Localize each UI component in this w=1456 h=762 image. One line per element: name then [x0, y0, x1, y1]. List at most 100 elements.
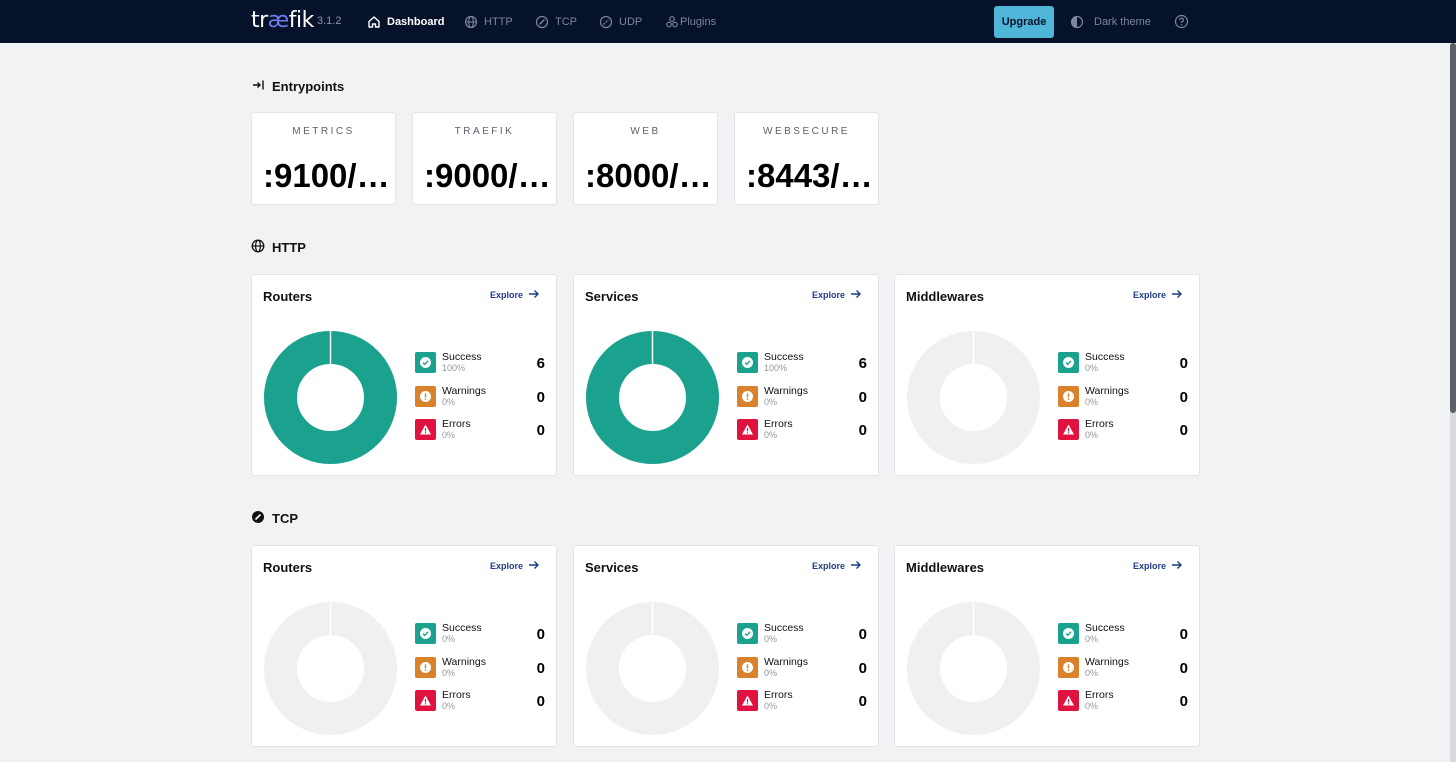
- stat-label: Errors: [1085, 418, 1114, 430]
- warning-icon: [415, 657, 436, 678]
- theme-toggle[interactable]: Dark theme: [1070, 13, 1151, 31]
- stat-count: 0: [536, 693, 545, 710]
- entrypoint-card-websecure: WEBSECURE :8443/tcp: [734, 112, 879, 205]
- stat-count: 0: [1179, 389, 1188, 406]
- version-label: 3.1.2: [317, 15, 342, 27]
- stat-label: Errors: [764, 418, 793, 430]
- stat-label: Warnings: [442, 385, 486, 397]
- status-donut-chart: [907, 601, 1040, 735]
- scrollbar-thumb[interactable]: [1450, 43, 1456, 413]
- stat-errors: Errors 0% 0: [1058, 689, 1188, 713]
- error-icon: [415, 419, 436, 440]
- stat-label: Success: [1085, 351, 1125, 363]
- globe-icon: [464, 15, 478, 29]
- status-donut-chart: [586, 601, 719, 735]
- stat-count: 0: [1179, 422, 1188, 439]
- stat-success: Success 0% 0: [1058, 351, 1188, 375]
- explore-link[interactable]: Explore: [1133, 560, 1183, 572]
- warning-icon: [1058, 657, 1079, 678]
- stat-percent: 100%: [442, 363, 466, 373]
- status-donut-chart: [264, 330, 397, 464]
- stat-percent: 0%: [442, 701, 456, 711]
- warning-icon: [737, 386, 758, 407]
- explore-link[interactable]: Explore: [812, 560, 862, 572]
- warning-icon: [1058, 386, 1079, 407]
- stat-percent: 0%: [1085, 634, 1099, 644]
- arrow-right-icon: [1171, 289, 1183, 301]
- nav-http[interactable]: HTTP: [464, 13, 513, 31]
- entrypoint-name: WEBSECURE: [763, 126, 850, 137]
- entrypoint-name: WEB: [630, 126, 661, 137]
- stat-errors: Errors 0% 0: [737, 418, 867, 442]
- stat-warnings: Warnings 0% 0: [737, 656, 867, 680]
- error-icon: [415, 690, 436, 711]
- status-donut-chart: [586, 330, 719, 464]
- success-icon: [415, 352, 436, 373]
- stat-count: 0: [1179, 626, 1188, 643]
- stat-label: Warnings: [1085, 385, 1129, 397]
- explore-link[interactable]: Explore: [490, 560, 540, 572]
- stat-warnings: Warnings 0% 0: [1058, 385, 1188, 409]
- stat-label: Success: [442, 351, 482, 363]
- stat-percent: 100%: [764, 363, 788, 373]
- error-icon: [737, 690, 758, 711]
- nav-plugins-label: Plugins: [680, 16, 717, 28]
- nav-udp[interactable]: UDP: [599, 13, 642, 31]
- stat-count: 6: [858, 355, 867, 372]
- upgrade-button[interactable]: Upgrade: [994, 6, 1054, 38]
- entrypoint-address: :8000/tcp: [585, 157, 713, 194]
- page-scrollbar[interactable]: [1450, 43, 1456, 762]
- http-routers-card: Routers Explore Success 100% 6 Warnings 0% 0 Err…: [251, 274, 557, 476]
- entrypoint-name: TRAEFIK: [454, 126, 515, 137]
- help-button[interactable]: [1174, 14, 1189, 34]
- stat-count: 0: [858, 626, 867, 643]
- stat-errors: Errors 0% 0: [1058, 418, 1188, 442]
- tcp-icon: [251, 510, 265, 527]
- card-title: Middlewares: [906, 289, 985, 304]
- success-icon: [1058, 352, 1079, 373]
- stat-warnings: Warnings 0% 0: [1058, 656, 1188, 680]
- card-title: Routers: [263, 289, 313, 304]
- card-title: Services: [585, 289, 639, 304]
- stat-percent: 0%: [764, 430, 778, 440]
- entrypoint-address: :8443/tcp: [746, 157, 874, 194]
- entrypoints-heading: Entrypoints: [251, 76, 344, 96]
- tcp-icon: [535, 15, 549, 29]
- stat-percent: 0%: [764, 668, 778, 678]
- entrypoints-icon: [251, 78, 265, 95]
- tcp-middlewares-card: Middlewares Explore Success 0% 0 Warnings 0% 0 E…: [894, 545, 1200, 747]
- status-donut-chart: [907, 330, 1040, 464]
- entrypoint-card-traefik: TRAEFIK :9000/tcp: [412, 112, 557, 205]
- entrypoint-card-metrics: METRICS :9100/tcp: [251, 112, 396, 205]
- tcp-title: TCP: [272, 510, 298, 526]
- explore-link[interactable]: Explore: [1133, 289, 1183, 301]
- nav-http-label: HTTP: [484, 16, 513, 28]
- stat-count: 0: [1179, 660, 1188, 677]
- nav-dashboard[interactable]: Dashboard: [367, 13, 444, 31]
- stat-label: Warnings: [764, 656, 808, 668]
- entrypoint-name: METRICS: [292, 126, 355, 137]
- nav-plugins[interactable]: Plugins: [665, 13, 716, 31]
- stat-percent: 0%: [764, 701, 778, 711]
- stat-count: 0: [536, 389, 545, 406]
- explore-link[interactable]: Explore: [812, 289, 862, 301]
- stat-warnings: Warnings 0% 0: [415, 656, 545, 680]
- http-heading: HTTP: [251, 237, 306, 257]
- nav-tcp[interactable]: TCP: [535, 13, 577, 31]
- stat-percent: 0%: [764, 634, 778, 644]
- explore-label: Explore: [1133, 561, 1167, 571]
- traefik-logo[interactable]: træfik: [251, 8, 314, 33]
- stat-percent: 0%: [442, 397, 456, 407]
- stat-label: Success: [1085, 622, 1125, 634]
- contrast-icon: [1070, 15, 1084, 29]
- explore-label: Explore: [812, 561, 846, 571]
- stat-percent: 0%: [1085, 668, 1099, 678]
- explore-link[interactable]: Explore: [490, 289, 540, 301]
- success-icon: [415, 623, 436, 644]
- stat-count: 0: [858, 693, 867, 710]
- error-icon: [1058, 690, 1079, 711]
- entrypoints-title: Entrypoints: [272, 78, 345, 94]
- explore-label: Explore: [490, 561, 524, 571]
- error-icon: [1058, 419, 1079, 440]
- stat-success: Success 0% 0: [415, 622, 545, 646]
